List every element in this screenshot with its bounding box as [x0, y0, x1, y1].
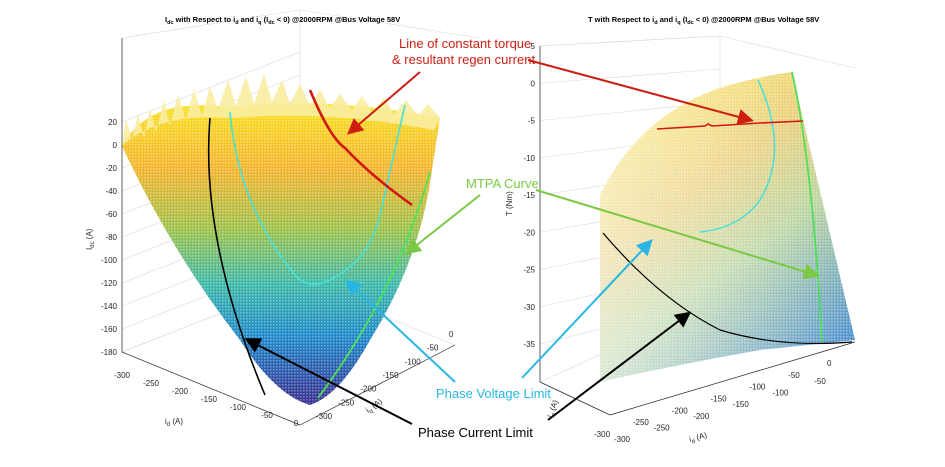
y-tick-label: -300: [316, 412, 333, 421]
right-xlabel: id (A): [688, 430, 709, 445]
y-tick-label: -250: [633, 418, 650, 427]
right-black-curve: [602, 232, 853, 345]
z-tick-label: -40: [105, 187, 117, 196]
left-zlabel: Idc (A): [85, 228, 96, 250]
z-tick-label: -10: [523, 154, 535, 163]
annotation-phase-current: Phase Current Limit: [418, 425, 533, 440]
z-gridline: [539, 68, 721, 84]
z-tick-label: -60: [105, 210, 117, 219]
right-surface-texture: [600, 72, 855, 382]
x-tick-label: -250: [143, 379, 160, 388]
x-tick-label: -150: [733, 400, 750, 409]
z-tick-label: -15: [523, 191, 535, 200]
z-tick-label: -20: [523, 228, 535, 237]
left-title: Idc with Respect to id and iq (Idc < 0) …: [165, 15, 400, 26]
z-tick-label: -30: [523, 303, 535, 312]
x-tick-label: -200: [693, 412, 710, 421]
y-tick-label: -200: [360, 385, 377, 394]
annotation-mtpa: MTPA Curve: [466, 176, 539, 191]
left-ylabel: iq (A): [364, 397, 385, 417]
arrow-mtpa-left: [404, 194, 481, 255]
right-red-curve: [656, 120, 804, 130]
z-gridline: [121, 51, 301, 123]
z-tick-label: -160: [101, 325, 118, 334]
z-tick-label: -5: [528, 117, 536, 126]
left-xlabel: id (A): [165, 417, 183, 428]
right-green-curve: [791, 71, 823, 343]
y-tick-label: -100: [749, 383, 766, 392]
right-cyan-curve: [699, 79, 776, 233]
x-tick-label: -50: [261, 411, 273, 420]
z-tick-label: 5: [531, 42, 536, 51]
right-title: T with Respect to id and iq (Idc < 0) @2…: [588, 15, 819, 26]
left-surface-texture: [122, 103, 440, 406]
left-cyan-curve: [229, 104, 406, 285]
z-tick-label: 0: [531, 79, 536, 88]
right-zlabel: T (Nm): [505, 191, 514, 216]
z-tick-label: -80: [105, 233, 117, 242]
y-tick-label: -150: [711, 395, 728, 404]
y-tick-label: 0: [449, 330, 454, 339]
x-tick-label: -150: [201, 395, 218, 404]
x-tick-label: -300: [114, 371, 131, 380]
annotation-phase-voltage: Phase Voltage Limit: [436, 386, 551, 401]
x-tick-label: -200: [172, 387, 189, 396]
left-red-curve: [308, 89, 413, 207]
y-tick-label: -150: [383, 371, 400, 380]
z-tick-label: 20: [108, 118, 117, 127]
x-tick-label: -100: [230, 403, 247, 412]
z-tick-label: -180: [101, 348, 118, 357]
x-tick-label: 0: [294, 419, 299, 428]
z-tick-label: -20: [105, 164, 117, 173]
x-tick-label: -100: [772, 389, 789, 398]
z-tick-label: -140: [101, 302, 118, 311]
z-gridline: [539, 35, 721, 47]
y-tick-label: -100: [405, 357, 422, 366]
arrow-current-right: [547, 311, 692, 421]
left-black-curve: [207, 117, 266, 396]
y-tick-label: -50: [788, 371, 800, 380]
left-green-curve: [317, 171, 431, 399]
x-tick-label: -300: [614, 435, 631, 444]
left-chart: 200-20-40-60-80-100-120-140-160-180-300-…: [85, 9, 481, 428]
y-tick-label: 0: [827, 359, 832, 368]
y-tick-label: -50: [427, 344, 439, 353]
x-tick-label: -250: [654, 423, 671, 432]
right-chart: 50-5-10-15-20-25-30-35-300-250-200-150-1…: [505, 15, 856, 445]
z-tick-label: -25: [523, 266, 535, 275]
annotation-torque-line-2: & resultant regen current: [392, 52, 535, 67]
arrow-mtpa-right: [535, 189, 820, 280]
arrow-torque-left: [346, 71, 421, 135]
annotations: Line of constant torque & resultant rege…: [244, 36, 820, 440]
annotation-torque-line-1: Line of constant torque: [399, 36, 531, 51]
arrow-current-left: [244, 338, 413, 425]
y-tick-label: -250: [338, 398, 355, 407]
x-tick-label: -50: [814, 377, 826, 386]
z-tick-label: -100: [101, 256, 118, 265]
arrow-torque-right: [527, 59, 754, 125]
z-tick-label: -35: [523, 340, 535, 349]
arrow-voltage-left: [345, 279, 456, 383]
z-tick-label: 0: [113, 141, 118, 150]
y-tick-label: -300: [594, 430, 611, 439]
left-surface-rim: [122, 74, 440, 146]
z-tick-label: -120: [101, 279, 118, 288]
arrow-voltage-right: [521, 239, 653, 379]
y-tick-label: -200: [672, 406, 689, 415]
